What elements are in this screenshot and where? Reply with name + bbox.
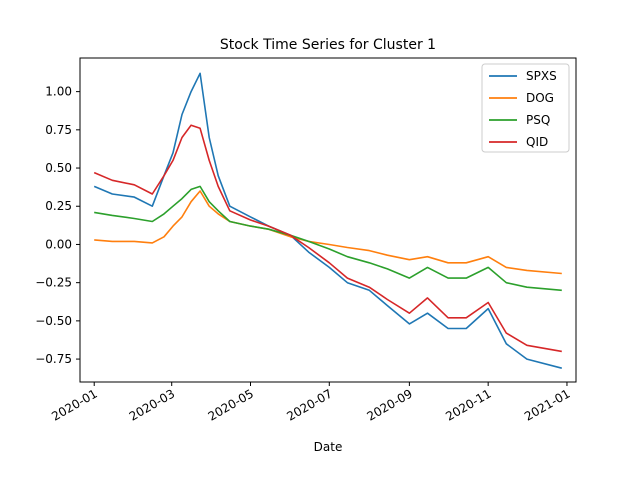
y-tick-label: −0.50 bbox=[35, 314, 72, 328]
y-tick-label: −0.25 bbox=[35, 276, 72, 290]
legend-label-dog: DOG bbox=[526, 91, 554, 105]
legend-label-qid: QID bbox=[526, 135, 548, 149]
series-line-qid bbox=[93, 124, 562, 353]
y-tick-label: 0.25 bbox=[45, 199, 72, 213]
legend-label-psq: PSQ bbox=[526, 113, 550, 127]
legend-box bbox=[481, 63, 570, 153]
y-tick-label: 0.00 bbox=[45, 237, 72, 251]
y-tick-label: 0.75 bbox=[45, 123, 72, 137]
y-tick-label: 0.50 bbox=[45, 161, 72, 175]
y-tick-label: 1.00 bbox=[45, 85, 72, 99]
legend-label-spxs: SPXS bbox=[526, 69, 557, 83]
plot-frame bbox=[79, 57, 577, 383]
x-axis-label: Date bbox=[314, 440, 343, 454]
plot-area bbox=[93, 72, 563, 369]
series-line-psq bbox=[94, 185, 562, 292]
legend: SPXS DOG PSQ QID bbox=[481, 63, 570, 153]
y-tick-label: −0.75 bbox=[35, 352, 72, 366]
chart-title: Stock Time Series for Cluster 1 bbox=[220, 37, 436, 53]
